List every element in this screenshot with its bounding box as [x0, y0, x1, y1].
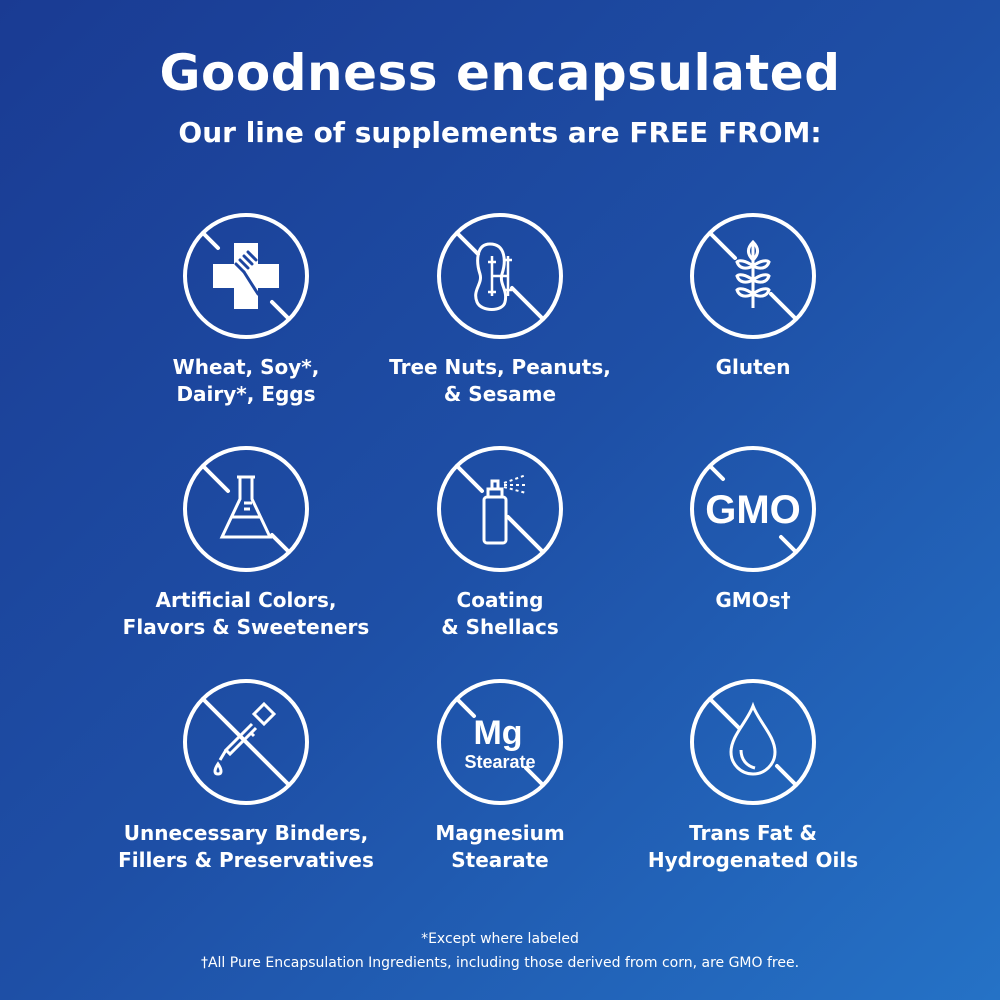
free-from-item: GMO GMOs† [603, 443, 903, 614]
item-label-line: & Sesame [443, 382, 557, 406]
page-title: Goodness encapsulated [159, 44, 841, 102]
flask-icon [183, 446, 309, 572]
free-from-item: Coating & Shellacs [350, 443, 650, 641]
free-from-item: Tree Nuts, Peanuts, & Sesame [350, 210, 650, 408]
free-from-item: Unnecessary Binders, Fillers & Preservati… [96, 676, 396, 874]
item-label: Gluten [603, 354, 903, 381]
item-label: Coating & Shellacs [350, 587, 650, 641]
spray-can-icon [437, 446, 563, 572]
item-label-line: Trans Fat & [689, 821, 817, 845]
stearate-icon-text: Stearate [464, 752, 535, 772]
item-label-line: Coating [456, 588, 544, 612]
item-label-line: Fillers & Preservatives [118, 848, 374, 872]
item-label-line: Tree Nuts, Peanuts, [389, 355, 611, 379]
medical-cross-fork-icon [183, 213, 309, 339]
item-label-line: Dairy*, Eggs [176, 382, 316, 406]
item-label: Artificial Colors, Flavors & Sweeteners [96, 587, 396, 641]
oil-drop-icon [690, 679, 816, 805]
free-from-item: Gluten [603, 210, 903, 381]
item-label-line: Stearate [451, 848, 549, 872]
mg-stearate-icon: Mg Stearate [437, 679, 563, 805]
item-label: Unnecessary Binders, Fillers & Preservati… [96, 820, 396, 874]
gmo-icon-text: GMO [705, 488, 801, 532]
item-label-line: Gluten [715, 355, 791, 379]
peanut-icon [437, 213, 563, 339]
item-label-line: & Shellacs [441, 615, 559, 639]
free-from-item: Wheat, Soy*, Dairy*, Eggs [96, 210, 396, 408]
item-label-line: GMOs† [715, 588, 791, 612]
footnote-gmo: †All Pure Encapsulation Ingredients, inc… [200, 955, 800, 971]
item-label-line: Flavors & Sweeteners [122, 615, 370, 639]
free-from-item: Mg Stearate Magnesium Stearate [350, 676, 650, 874]
item-label-line: Magnesium [435, 821, 565, 845]
item-label: Wheat, Soy*, Dairy*, Eggs [96, 354, 396, 408]
page-subtitle: Our line of supplements are FREE FROM: [178, 116, 822, 149]
mg-icon-text: Mg [473, 714, 522, 752]
wheat-icon [690, 213, 816, 339]
item-label-line: Unnecessary Binders, [123, 821, 369, 845]
free-from-item: Trans Fat & Hydrogenated Oils [603, 676, 903, 874]
dropper-icon [183, 679, 309, 805]
item-label-line: Artificial Colors, [155, 588, 337, 612]
item-label: Trans Fat & Hydrogenated Oils [603, 820, 903, 874]
item-label-line: Wheat, Soy*, [172, 355, 320, 379]
item-label: Tree Nuts, Peanuts, & Sesame [350, 354, 650, 408]
item-label: GMOs† [603, 587, 903, 614]
item-label: Magnesium Stearate [350, 820, 650, 874]
footnote-except: *Except where labeled [421, 931, 579, 947]
free-from-item: Artificial Colors, Flavors & Sweeteners [96, 443, 396, 641]
item-label-line: Hydrogenated Oils [647, 848, 859, 872]
gmo-icon: GMO [690, 446, 816, 572]
